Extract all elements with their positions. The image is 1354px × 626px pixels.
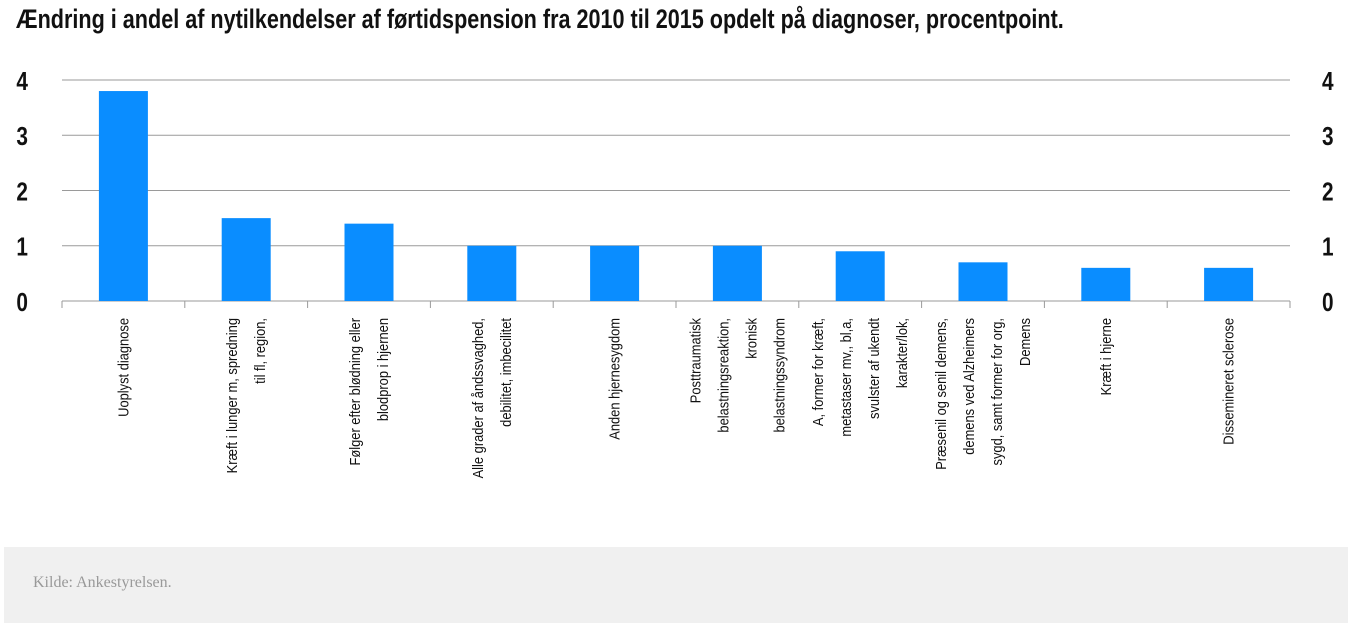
x-category-label: Anden hjernesygdom bbox=[606, 318, 623, 440]
x-category-label: Følger efter blødning eller bbox=[346, 318, 363, 466]
bar-chart: 0 0 1 1 2 2 3 3 4 4 Uoplyst diagnose Kræft i lunger… bbox=[16, 67, 1334, 479]
x-category-label: Demens bbox=[1016, 318, 1033, 366]
y-tick-label-left: 1 bbox=[16, 233, 28, 262]
bar bbox=[221, 218, 271, 301]
x-category-label: A, former for kræft, bbox=[809, 318, 826, 426]
x-category-label: svulster af ukendt bbox=[865, 318, 882, 419]
y-tick-label-left: 3 bbox=[16, 122, 28, 151]
bar bbox=[1204, 267, 1254, 301]
x-category-label: Præsenil og senil demens, bbox=[932, 318, 949, 470]
bar bbox=[712, 245, 762, 301]
y-tick-label-right: 2 bbox=[1322, 177, 1334, 206]
x-category-label: karakter/lok, bbox=[893, 318, 910, 388]
x-category-label: Alle grader af åndssvaghed, bbox=[469, 318, 486, 478]
source-footer: Kilde: Ankestyrelsen. bbox=[4, 547, 1348, 623]
x-category-label: kronisk bbox=[742, 318, 759, 359]
x-category-label: metastaser mv,, bl,a, bbox=[837, 318, 854, 437]
x-category-label: Dissemineret sclerose bbox=[1220, 318, 1237, 445]
y-tick-label-right: 3 bbox=[1322, 122, 1334, 151]
bar bbox=[344, 223, 394, 301]
y-tick-label-right: 0 bbox=[1322, 288, 1334, 317]
x-category-label: Posttraumatisk bbox=[686, 318, 703, 403]
y-tick-label-right: 1 bbox=[1322, 233, 1334, 262]
x-category-label: sygd, samt former for org, bbox=[988, 318, 1005, 465]
chart-title: Ændring i andel af nytilkendelser af før… bbox=[16, 4, 1064, 34]
bar bbox=[835, 251, 885, 301]
x-category-label: belastningsreaktion, bbox=[714, 318, 731, 433]
x-category-label: demens ved Alzheimers bbox=[960, 318, 977, 455]
bar bbox=[590, 245, 640, 301]
bar bbox=[98, 91, 148, 301]
bar bbox=[958, 262, 1008, 301]
x-category-label: Kræft i hjerne bbox=[1097, 318, 1114, 396]
y-tick-label-left: 2 bbox=[16, 177, 28, 206]
y-tick-label-left: 0 bbox=[16, 288, 28, 317]
source-note: Kilde: Ankestyrelsen. bbox=[33, 574, 172, 591]
x-category-label: blodprop i hjernen bbox=[374, 318, 391, 421]
y-tick-label-left: 4 bbox=[16, 67, 28, 96]
bar bbox=[467, 245, 517, 301]
bar bbox=[1081, 267, 1131, 301]
x-category-label: til fl, region, bbox=[251, 318, 268, 384]
x-category-label: belastningssyndrom bbox=[770, 318, 787, 433]
y-tick-label-right: 4 bbox=[1322, 67, 1334, 96]
x-category-label: Kræft i lunger m, spredning bbox=[223, 318, 240, 473]
x-category-label: debilitet, imbecilitet bbox=[497, 318, 514, 427]
x-category-label: Uoplyst diagnose bbox=[114, 318, 131, 417]
